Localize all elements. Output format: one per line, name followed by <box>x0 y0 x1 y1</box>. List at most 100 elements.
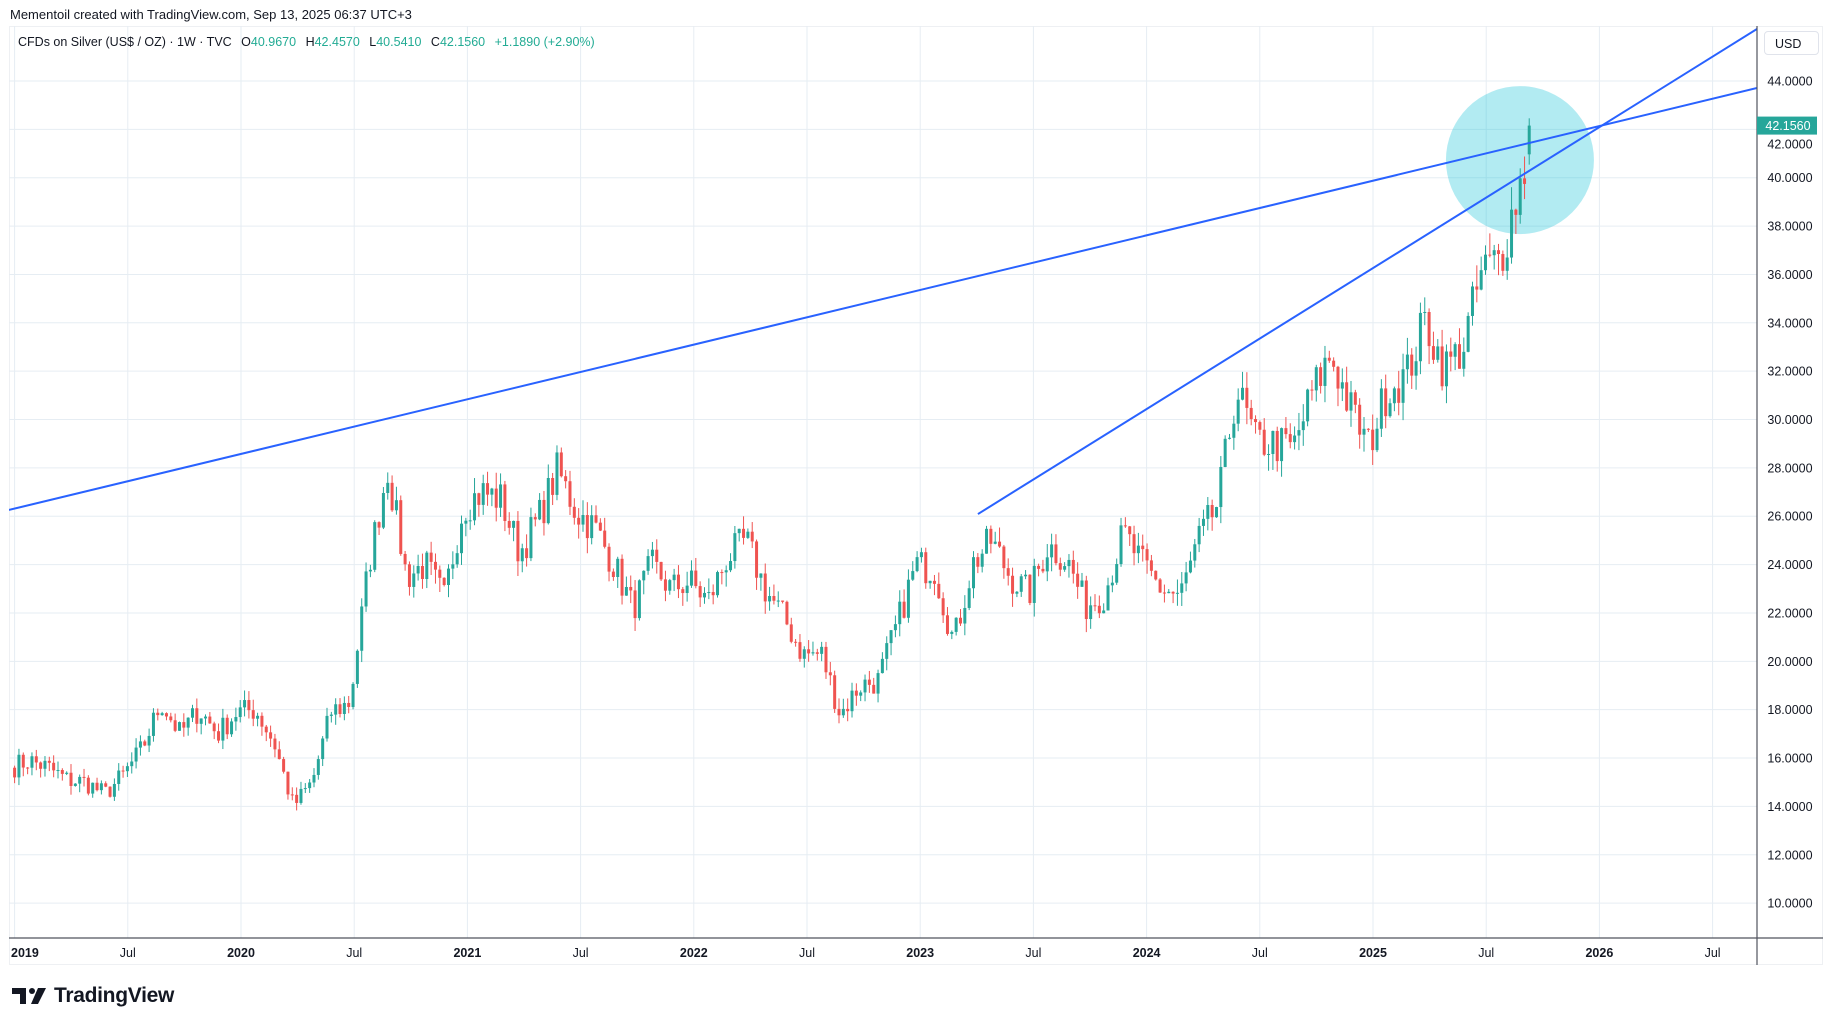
candle <box>1241 371 1245 401</box>
time-tick-label: 2025 <box>1359 946 1387 960</box>
candle-body <box>1397 388 1401 403</box>
candle-body <box>17 754 21 778</box>
candle <box>807 640 811 662</box>
candle <box>880 652 884 674</box>
candle <box>915 551 919 573</box>
candle-body <box>420 566 424 580</box>
candle-body <box>889 630 893 644</box>
tradingview-logo[interactable]: TradingView <box>12 984 174 1008</box>
candle-body <box>1453 344 1457 357</box>
candle-body <box>520 548 524 562</box>
candle <box>893 615 897 638</box>
price-tick-label: 22.0000 <box>1767 606 1812 620</box>
candle <box>1154 570 1158 581</box>
candle-body <box>681 589 685 594</box>
candle <box>451 551 455 580</box>
candle-body <box>416 566 420 574</box>
candle-body <box>1527 125 1531 155</box>
candle-body <box>1293 435 1297 443</box>
candle <box>117 763 121 791</box>
candle-body <box>1241 387 1245 400</box>
candle <box>1054 534 1058 566</box>
highlight-layer <box>1445 86 1594 235</box>
candle-body <box>668 580 672 591</box>
candle-body <box>26 767 30 769</box>
candle <box>503 480 507 532</box>
candle-body <box>394 500 398 511</box>
candle <box>1045 544 1049 582</box>
candle-body <box>1219 466 1223 508</box>
candle <box>1214 506 1218 518</box>
chart-credit: Mementoil created with TradingView.com, … <box>10 7 412 22</box>
candle-body <box>729 561 733 571</box>
candle-body <box>1041 568 1045 572</box>
candle-body <box>841 708 845 716</box>
candle-body <box>850 690 854 712</box>
candle-body <box>1149 560 1153 571</box>
candle <box>720 569 724 585</box>
time-tick-label: 2020 <box>227 946 255 960</box>
candle-body <box>460 523 464 554</box>
candle <box>789 617 793 644</box>
candle-body <box>1067 559 1071 567</box>
candle <box>928 580 932 589</box>
price-tick-label: 20.0000 <box>1767 655 1812 669</box>
candle-body <box>303 788 307 790</box>
candle-body <box>399 500 403 554</box>
candle-body <box>1340 382 1344 389</box>
candle <box>1050 533 1054 572</box>
candle-body <box>1358 404 1362 435</box>
candle <box>1306 388 1310 427</box>
candle-body <box>568 481 572 507</box>
candle-body <box>1440 346 1444 387</box>
candle <box>1032 558 1036 617</box>
candle <box>1358 398 1362 449</box>
candle <box>251 699 255 727</box>
candle <box>1319 362 1323 394</box>
candle-body <box>1045 557 1049 572</box>
candle-body <box>898 601 902 625</box>
candle <box>65 771 69 776</box>
candle-body <box>234 717 238 722</box>
candle <box>243 690 247 717</box>
candle-body <box>112 783 116 797</box>
candle-body <box>815 652 819 654</box>
candle <box>1488 233 1492 258</box>
candle-body <box>941 598 945 616</box>
candle-body <box>724 570 728 573</box>
candle-body <box>125 766 129 772</box>
candle <box>1336 365 1340 407</box>
candle <box>47 756 51 772</box>
candle-body <box>1089 605 1093 620</box>
candle-body <box>21 754 25 768</box>
candle <box>351 682 355 710</box>
candle <box>1392 386 1396 412</box>
currency-button[interactable]: USD <box>1764 31 1819 55</box>
candle-body <box>99 783 103 791</box>
candle <box>954 617 958 636</box>
candle-body <box>1488 254 1492 256</box>
candle-body <box>269 732 273 739</box>
last-price-tag <box>1757 116 1817 135</box>
candle <box>1301 404 1305 446</box>
candle <box>694 557 698 589</box>
candle-body <box>86 777 90 794</box>
candle-body <box>243 700 247 708</box>
candle <box>156 708 160 721</box>
candle-body <box>134 747 138 762</box>
candle <box>564 470 568 489</box>
candle <box>520 543 524 573</box>
candle <box>911 561 915 581</box>
candle <box>1384 374 1388 429</box>
candle <box>1132 525 1136 566</box>
candle-body <box>1110 582 1114 586</box>
price-tick-label: 18.0000 <box>1767 703 1812 717</box>
candle <box>742 516 746 545</box>
candle-body <box>355 650 359 684</box>
candle <box>681 586 685 606</box>
candle-body <box>1080 580 1084 587</box>
time-tick-label: Jul <box>1478 946 1494 960</box>
price-tick-label: 10.0000 <box>1767 897 1812 911</box>
candle-body <box>464 520 468 524</box>
